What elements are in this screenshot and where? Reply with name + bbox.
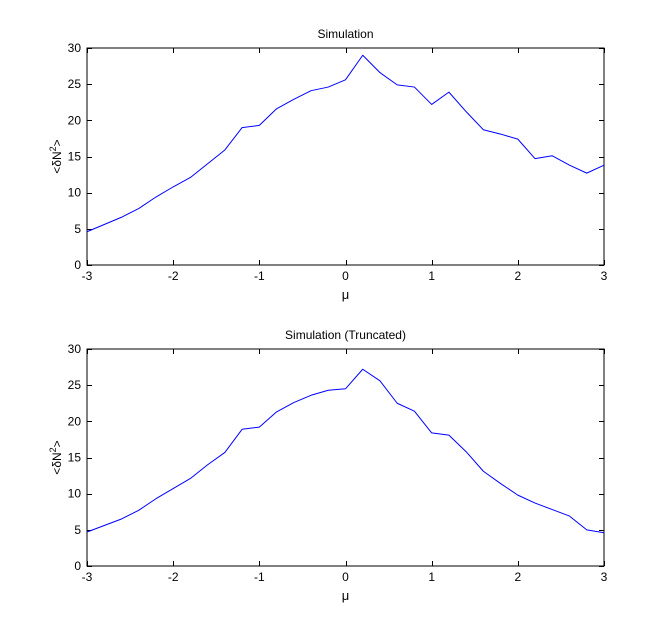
y-tick-label: 30	[68, 342, 82, 356]
y-axis-label-superscript: 2	[48, 447, 58, 452]
plot-area	[86, 348, 605, 567]
y-tick-label: 5	[74, 222, 81, 236]
x-tick-label: -1	[254, 269, 265, 283]
y-tick-label: 20	[68, 113, 82, 127]
y-tick-label: 25	[68, 77, 82, 91]
y-axis-label: <δN2>	[48, 440, 64, 474]
x-axis-label: μ	[342, 287, 350, 302]
x-axis-label: μ	[342, 588, 350, 603]
x-tick-label: 3	[601, 269, 608, 283]
y-axis-label-superscript: 2	[48, 146, 58, 151]
x-tick-label: 0	[342, 570, 349, 584]
y-axis-label: <δN2>	[48, 139, 64, 173]
series-line	[86, 54, 605, 233]
x-tick-label: -1	[254, 570, 265, 584]
x-tick-label: 1	[428, 570, 435, 584]
y-axis-label-end: >	[50, 139, 64, 146]
x-tick-label: 2	[514, 269, 521, 283]
y-tick-label: 0	[74, 258, 81, 272]
y-tick-label: 10	[68, 186, 82, 200]
y-axis-label-end: >	[50, 440, 64, 447]
chart-title: Simulation	[317, 27, 373, 41]
chart-title: Simulation (Truncated)	[285, 328, 406, 342]
plot-area	[86, 47, 605, 266]
y-tick-label: 10	[68, 487, 82, 501]
x-tick-label: 3	[601, 570, 608, 584]
x-tick-label: 2	[514, 570, 521, 584]
series-line	[86, 368, 605, 534]
y-tick-label: 15	[68, 451, 82, 465]
y-tick-label: 20	[68, 414, 82, 428]
y-tick-label: 25	[68, 378, 82, 392]
y-tick-label: 0	[74, 559, 81, 573]
y-axis-label-main: <δN	[50, 151, 64, 173]
x-tick-label: -3	[82, 269, 93, 283]
x-tick-label: -3	[82, 570, 93, 584]
x-tick-label: 1	[428, 269, 435, 283]
y-tick-label: 30	[68, 41, 82, 55]
x-tick-label: 0	[342, 269, 349, 283]
y-tick-label: 15	[68, 150, 82, 164]
x-tick-label: -2	[168, 570, 179, 584]
y-tick-label: 5	[74, 523, 81, 537]
x-tick-label: -2	[168, 269, 179, 283]
y-axis-label-main: <δN	[50, 452, 64, 474]
